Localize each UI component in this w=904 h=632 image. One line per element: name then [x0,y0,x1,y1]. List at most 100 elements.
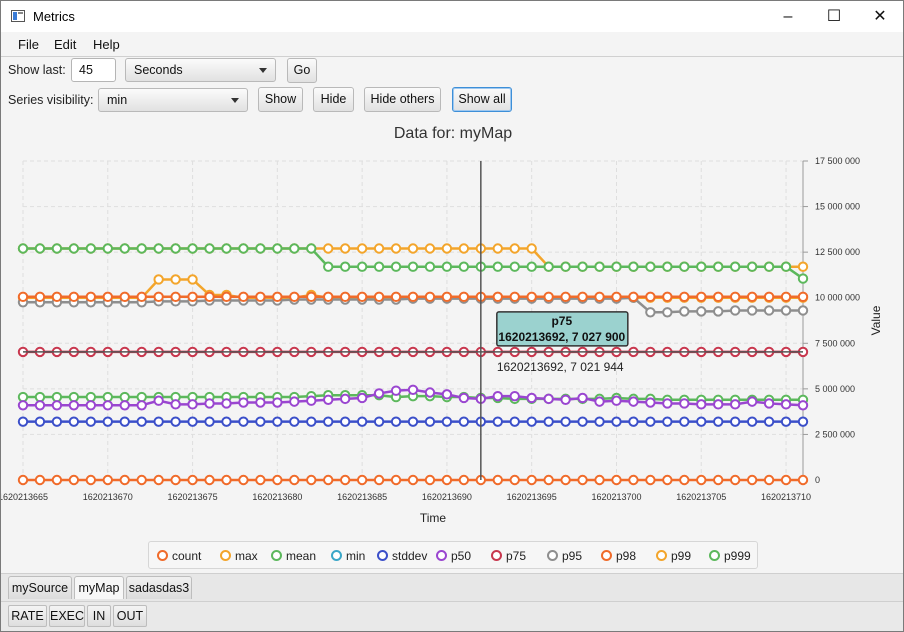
show-last-label: Show last: [8,63,66,77]
data-point-p999 [543,261,554,272]
data-point-stddev [204,416,215,427]
x-tick-label: 1620213695 [507,492,557,502]
data-point-p99 [339,243,351,254]
show-series-button[interactable]: Show [258,87,303,112]
data-point-stddev [356,416,368,427]
tab-rate[interactable]: RATE [8,605,47,627]
minimize-icon[interactable]: – [783,8,793,25]
data-point-stddev [645,416,656,427]
data-point-p50 [119,400,130,411]
data-point-p50 [34,400,46,411]
data-point-p50 [170,399,181,410]
data-point-max [153,274,164,285]
data-point-stddev [492,416,503,427]
data-point-p50 [373,388,385,399]
data-point-p99 [797,261,809,272]
series-p50 [17,384,809,411]
tab-in[interactable]: IN [87,605,111,627]
data-point-p999 [306,243,317,254]
data-point-p98 [679,291,690,303]
data-point-count [458,474,470,486]
data-point-p98 [560,291,571,303]
data-point-count [746,474,758,486]
go-button[interactable]: Go [287,58,317,83]
data-point-p98 [662,291,673,303]
tooltip-series-name: p75 [551,314,572,328]
data-point-p999 [136,243,147,254]
maximize-icon[interactable]: ☐ [826,8,842,25]
data-point-p95 [763,305,775,316]
menu-help[interactable]: Help [93,37,120,52]
data-tooltip: p75 1620213692, 7 027 900 [496,311,629,347]
data-point-stddev [526,416,537,427]
data-point-p50 [424,387,436,398]
y-tick-label: 0 [815,475,820,485]
data-point-count [407,474,419,486]
data-point-count [679,474,690,486]
data-point-stddev [594,416,605,427]
tab-sadasdas3[interactable]: sadasdas3 [126,576,192,599]
menu-edit[interactable]: Edit [54,37,77,52]
tab-mymap[interactable]: myMap [74,576,124,599]
data-point-count [119,474,130,486]
time-unit-select[interactable]: Seconds [125,58,276,82]
data-point-stddev [102,416,113,427]
data-point-p98 [255,291,266,303]
data-point-p999 [34,243,46,254]
data-point-p999 [526,261,537,272]
series-visibility-label: Series visibility: [8,93,94,107]
metrics-line-chart[interactable]: 1620213665 1620213670 1620213675 1620213680… [1,151,903,536]
source-tab-strip: mySource myMap sadasdas3 [1,573,903,602]
data-point-count [526,474,537,486]
data-point-p98 [85,291,97,303]
data-point-p98 [780,291,792,303]
data-point-stddev [17,416,29,427]
data-point-stddev [509,416,520,427]
data-point-count [373,474,385,486]
legend-label: p999 [724,549,751,563]
data-point-stddev [51,416,63,427]
data-point-mean [34,391,46,403]
data-point-p50 [441,389,453,400]
data-point-p999 [662,261,673,272]
data-point-p98 [17,291,29,303]
show-last-input[interactable] [71,58,116,82]
data-point-p99 [323,243,334,254]
show-all-button[interactable]: Show all [452,87,512,112]
data-point-p98 [424,291,436,303]
series-stddev [17,416,809,427]
menu-file[interactable]: File [18,37,39,52]
tab-mysource[interactable]: mySource [8,576,72,599]
data-point-p98 [628,291,639,303]
data-point-p50 [17,400,29,411]
legend-label: stddev [392,549,428,563]
data-point-p50 [390,385,402,396]
data-point-p95 [797,305,809,316]
data-point-stddev [221,416,232,427]
data-point-count [780,474,792,486]
data-point-stddev [662,416,673,427]
data-point-p50 [526,392,537,404]
data-point-stddev [424,416,436,427]
data-point-p999 [102,243,113,254]
data-point-p98 [594,291,605,303]
series-select[interactable]: min [98,88,248,112]
series-p98 [17,291,809,303]
x-tick-label: 1620213670 [83,492,133,502]
data-point-count [797,474,809,486]
tab-exec[interactable]: EXEC [49,605,85,627]
y-tick-label: 15 000 000 [815,202,860,212]
data-point-p999 [323,261,334,272]
data-point-stddev [272,416,283,427]
tab-out[interactable]: OUT [113,605,147,627]
data-point-p98 [187,291,198,303]
y-tick-label: 17 500 000 [815,156,860,166]
data-point-p999 [289,243,300,254]
hide-series-button[interactable]: Hide [313,87,354,112]
data-point-mean [102,391,113,403]
hide-others-button[interactable]: Hide others [364,87,441,112]
data-point-p98 [339,291,351,303]
data-point-p50 [713,399,724,410]
close-icon[interactable]: ✕ [873,8,887,25]
